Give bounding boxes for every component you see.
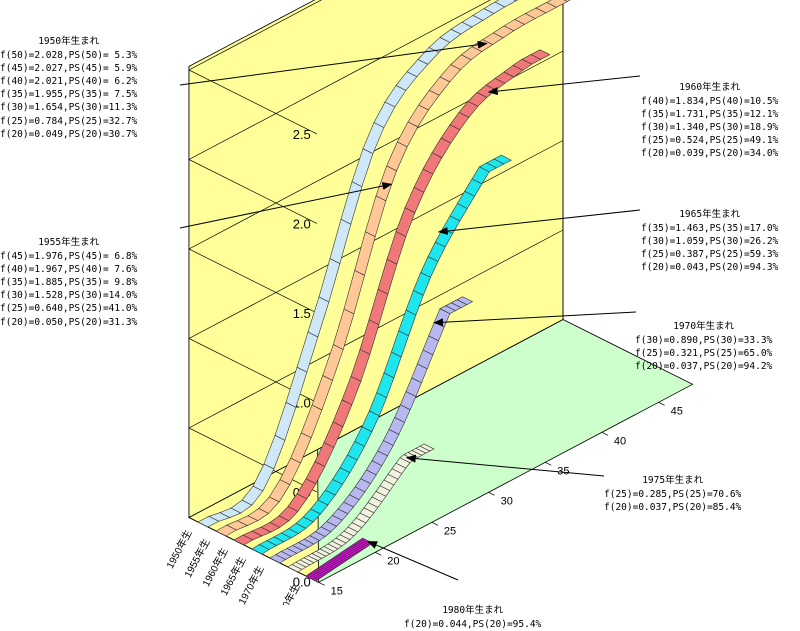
y-tick-label: 2.0 xyxy=(293,216,311,231)
annotation-line: f(40)=1.967,PS(40)= 7.6% xyxy=(0,263,138,275)
annotation-1975: 1975年生まれ f(25)=0.285,PS(25)=70.6% f(20)=0… xyxy=(604,448,741,514)
annotation-arrow xyxy=(487,75,641,96)
annotation-line: f(20)=0.037,PS(20)=94.2% xyxy=(635,361,773,373)
annotation-line: f(20)=0.044,PS(20)=95.4% xyxy=(404,618,542,630)
x-tick-label: 45 xyxy=(671,405,683,417)
annotation-line: f(25)=0.524,PS(25)=49.1% xyxy=(641,135,779,147)
annotation-title: 1960年生まれ xyxy=(679,82,741,94)
annotation-title: 1950年生まれ xyxy=(38,36,100,48)
annotation-1970: 1970年生まれ f(30)=0.890,PS(30)=33.3% f(25)=0… xyxy=(635,294,772,373)
x-tick-label: 40 xyxy=(614,435,626,447)
annotation-arrow xyxy=(437,209,641,235)
x-tick-label: 30 xyxy=(501,495,513,507)
series-segment xyxy=(530,49,551,60)
gridlines xyxy=(188,0,564,582)
annotation-line: f(40)=2.021,PS(40)= 6.2% xyxy=(0,76,138,88)
x-tick-mark xyxy=(431,521,439,526)
series-segment xyxy=(493,154,512,165)
x-tick-mark xyxy=(488,491,495,496)
annotation-title: 1980年生まれ xyxy=(442,605,504,617)
x-tick-label: 35 xyxy=(557,465,569,477)
annotation-line: f(35)=1.731,PS(35)=12.1% xyxy=(641,108,779,120)
annotation-line: f(40)=1.834,PS(40)=10.5% xyxy=(641,95,779,107)
x-tick-mark xyxy=(601,431,609,436)
annotation-line: f(20)=0.043,PS(20)=94.3% xyxy=(641,262,779,274)
annotation-line: f(30)=1.059,PS(30)=26.2% xyxy=(641,235,779,247)
series-segment xyxy=(419,443,435,452)
x-tick-label: 25 xyxy=(444,525,456,537)
series-ribbon xyxy=(233,49,551,546)
annotation-title: 1955年生まれ xyxy=(38,237,100,249)
y-gridline xyxy=(188,140,564,403)
y-gridline xyxy=(188,0,492,224)
annotation-line: f(20)=0.049,PS(20)=30.7% xyxy=(0,128,138,140)
annotation-line: f(30)=0.890,PS(30)=33.3% xyxy=(635,334,773,346)
y-gridline xyxy=(188,0,322,135)
annotation-line: f(20)=0.039,PS(20)=34.0% xyxy=(641,148,779,160)
annotation-1955: 1955年生まれ f(45)=1.976,PS(45)= 6.8% f(40)=1… xyxy=(0,210,137,329)
annotation-1980: 1980年生まれ f(20)=0.044,PS(20)=95.4% xyxy=(404,578,541,631)
chart-3d: 0.00.51.01.52.02.5152025303540451950年生19… xyxy=(163,0,694,605)
annotation-1960: 1960年生まれ f(40)=1.834,PS(40)=10.5% f(35)=1… xyxy=(641,55,778,161)
annotation-line: f(45)=1.976,PS(45)= 6.8% xyxy=(0,250,138,262)
y-tick-label: 2.5 xyxy=(293,127,311,142)
x-tick-mark xyxy=(318,581,325,586)
series-ribbon xyxy=(269,296,474,564)
y-tick-label: 1.5 xyxy=(293,306,311,321)
annotation-line: f(35)=1.885,PS(35)= 9.8% xyxy=(0,277,138,289)
annotation-line: f(30)=1.528,PS(30)=14.0% xyxy=(0,290,138,302)
series-ribbon xyxy=(287,443,435,573)
annotation-line: f(50)=2.028,PS(50)= 5.3% xyxy=(0,49,138,61)
annotation-line: f(35)=1.463,PS(35)=17.0% xyxy=(641,222,779,234)
annotation-line: f(25)=0.640,PS(25)=41.0% xyxy=(0,303,138,315)
annotation-title: 1975年生まれ xyxy=(642,475,704,487)
series-ribbon xyxy=(215,0,571,537)
annotation-line: f(25)=0.784,PS(25)=32.7% xyxy=(0,115,138,127)
series-ribbon xyxy=(197,0,519,528)
y-tick-label: 0.0 xyxy=(293,574,311,589)
x-tick-mark xyxy=(545,461,552,466)
x-tick-mark xyxy=(658,401,665,406)
annotation-line: f(30)=1.340,PS(30)=18.9% xyxy=(641,122,779,134)
series-ribbon xyxy=(251,154,512,555)
y-gridline xyxy=(188,229,564,493)
annotation-line: f(25)=0.285,PS(25)=70.6% xyxy=(604,488,742,500)
x-tick-label: 15 xyxy=(331,585,343,597)
annotation-line: f(25)=0.321,PS(25)=65.0% xyxy=(635,347,773,359)
y-gridline xyxy=(188,50,564,314)
annotation-arrow xyxy=(405,454,605,477)
x-tick-mark xyxy=(375,551,382,556)
annotation-arrow xyxy=(179,40,488,86)
annotation-1965: 1965年生まれ f(35)=1.463,PS(35)=17.0% f(30)=1… xyxy=(641,182,778,274)
series-segment xyxy=(513,0,519,2)
annotation-title: 1965年生まれ xyxy=(679,209,741,221)
annotation-line: f(25)=0.387,PS(25)=59.3% xyxy=(641,249,779,261)
series-segment xyxy=(563,0,571,2)
x-tick-label: 20 xyxy=(387,555,399,567)
annotation-arrows xyxy=(179,40,641,581)
annotation-1950: 1950年生まれ f(50)=2.028,PS(50)= 5.3% f(45)=2… xyxy=(0,9,137,141)
series-group xyxy=(197,0,571,582)
annotation-title: 1970年生まれ xyxy=(673,321,735,333)
annotation-line: f(20)=0.037,PS(20)=85.4% xyxy=(604,501,742,513)
annotation-line: f(20)=0.050,PS(20)=31.3% xyxy=(0,316,138,328)
annotation-line: f(45)=2.027,PS(45)= 5.9% xyxy=(0,62,138,74)
annotation-line: f(30)=1.654,PS(30)=11.3% xyxy=(0,102,138,114)
annotation-line: f(35)=1.955,PS(35)= 7.5% xyxy=(0,89,138,101)
annotation-arrow xyxy=(179,182,393,229)
series-segment xyxy=(456,296,474,305)
annotation-arrow xyxy=(433,311,637,327)
annotation-arrow xyxy=(367,541,459,581)
axis-ticks: 0.00.51.01.52.02.5152025303540451950年生19… xyxy=(163,127,683,605)
